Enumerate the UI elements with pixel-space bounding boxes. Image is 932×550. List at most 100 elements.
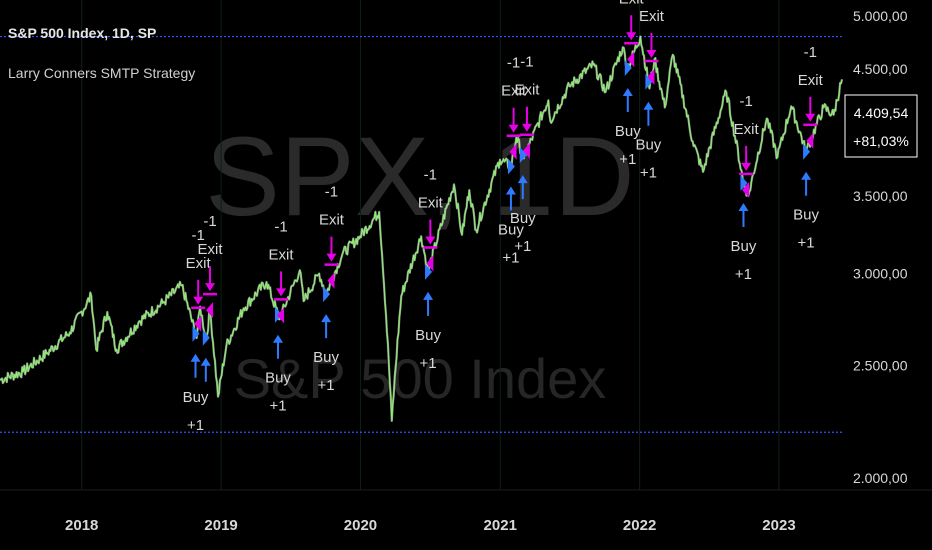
buy-marker-icon: [803, 143, 811, 160]
buy-qty-label: +1: [514, 238, 531, 255]
buy-arrow-icon: [738, 203, 749, 212]
buy-signal: Buy +1: [615, 60, 641, 168]
exit-label: Exit: [418, 195, 444, 212]
exit-signal: Exit -1: [418, 167, 444, 272]
x-tick-label: 2018: [65, 517, 98, 534]
buy-label: Buy: [510, 210, 536, 227]
exit-label: Exit: [639, 8, 665, 25]
exit-label: Exit: [319, 212, 345, 229]
exit-signal: Exit-1: [198, 213, 223, 319]
exit-arrow-icon: [276, 288, 287, 297]
x-tick-label: 2020: [344, 517, 377, 534]
buy-qty-label: +1: [420, 355, 437, 372]
buy-signal: Buy +1: [635, 73, 662, 182]
exit-arrow-icon: [326, 253, 337, 262]
y-tick-label: 3.500,00: [853, 188, 908, 204]
exit-signal: Exit-1: [734, 93, 759, 198]
buy-label: Buy: [731, 238, 757, 255]
buy-qty-label: +1: [187, 417, 204, 434]
symbol-title[interactable]: S&P 500 Index, 1D, SP: [8, 25, 156, 41]
exit-qty-label: -1: [192, 227, 205, 244]
buy-arrow-icon: [622, 88, 633, 97]
exit-arrow-icon: [521, 123, 532, 132]
exit-signal: Exit-1: [269, 218, 294, 324]
buy-marker-icon: [507, 158, 515, 175]
exit-marker-icon: [206, 302, 214, 319]
buy-marker-icon: [740, 175, 748, 192]
grid: [81, 0, 780, 490]
buy-marker-icon: [519, 147, 527, 164]
x-tick-label: 2019: [204, 517, 237, 534]
buy-marker-icon: [624, 60, 632, 77]
buy-qty-label: +1: [318, 377, 335, 394]
buy-label: Buy: [265, 370, 291, 387]
exit-qty-label: -1: [424, 167, 437, 184]
watermark-name: S&P 500 Index: [234, 347, 607, 410]
buy-qty-label: +1: [735, 266, 752, 283]
buy-label: Buy: [635, 137, 661, 154]
exit-signal: Exit-1: [514, 54, 540, 159]
x-tick-label: 2022: [623, 517, 656, 534]
buy-marker-icon: [202, 329, 210, 346]
chart-header: S&P 500 Index, 1D, SP Larry Conners SMTP…: [8, 25, 195, 81]
buy-signal: Buy +1: [793, 143, 820, 252]
exit-signal: Exit-1: [319, 184, 345, 289]
buy-marker-icon: [192, 325, 200, 342]
buy-arrow-icon: [505, 186, 516, 195]
exit-arrow-icon: [425, 236, 436, 245]
buy-marker-icon: [323, 286, 331, 303]
watermark-ticker: SPX, 1D: [205, 114, 635, 239]
exit-label: Exit: [186, 255, 212, 272]
exit-marker-icon: [522, 142, 530, 159]
buy-qty-label: +1: [640, 165, 657, 182]
exit-label: Exit: [798, 72, 824, 89]
exit-signal: Exit-1: [639, 8, 665, 86]
buy-signal: Buy +1: [183, 325, 209, 434]
exit-qty-label: -1: [739, 93, 752, 110]
exit-arrow-icon: [626, 32, 637, 41]
y-tick-label: 2.000,00: [853, 470, 908, 486]
horizontal-lines: [0, 35, 842, 433]
price-series-line: [0, 36, 843, 422]
y-tick-label: 5.000,00: [853, 8, 908, 24]
buy-signal: Buy +1: [498, 158, 524, 266]
exit-marker-icon: [327, 272, 335, 289]
exit-qty-label: -1: [804, 44, 817, 61]
strategy-label[interactable]: Larry Conners SMTP Strategy: [8, 65, 195, 81]
price-badge: 4.409,54 +81,03%: [844, 94, 918, 158]
buy-qty-label: +1: [502, 249, 519, 266]
exit-marker-icon: [277, 307, 285, 324]
buy-label: Buy: [415, 327, 441, 344]
x-tick-label: 2023: [762, 517, 795, 534]
exit-marker-icon: [627, 51, 635, 68]
buy-arrow-icon: [200, 357, 211, 366]
x-axis: 2018 2019 2020 2021 2022 2023: [0, 489, 932, 534]
buy-label: Buy: [615, 123, 641, 140]
exit-qty-label: -1: [203, 213, 216, 230]
exit-qty-label: -1: [507, 55, 520, 72]
buy-arrow-icon: [801, 171, 812, 180]
buy-arrow-icon: [272, 334, 283, 343]
buy-marker-icon: [425, 263, 433, 280]
exit-marker-icon: [426, 255, 434, 272]
price-badge-box: [844, 94, 918, 158]
exit-qty-label: -1: [274, 218, 287, 235]
y-tick-label: 2.500,00: [853, 357, 908, 373]
exit-signal: Exit -1: [798, 44, 824, 149]
exit-label: Exit: [514, 82, 540, 99]
buy-marker-icon: [645, 73, 653, 90]
exit-arrow-icon: [805, 113, 816, 122]
buy-signal: Buy +1: [415, 263, 441, 372]
x-tick-label: 2021: [484, 517, 517, 534]
exit-marker-icon: [742, 181, 750, 198]
buy-arrow-icon: [321, 314, 332, 323]
buy-signal: [200, 329, 211, 382]
series-layer: [0, 35, 844, 422]
exit-marker-icon: [806, 132, 814, 149]
exit-marker-icon: [194, 315, 202, 332]
signal-layer: Buy+1Buy+1Buy+1Buy+1Buy+1Buy+1Buy+1Buy+1…: [183, 0, 824, 434]
exit-marker-icon: [647, 69, 655, 86]
exit-arrow-icon: [205, 283, 216, 292]
